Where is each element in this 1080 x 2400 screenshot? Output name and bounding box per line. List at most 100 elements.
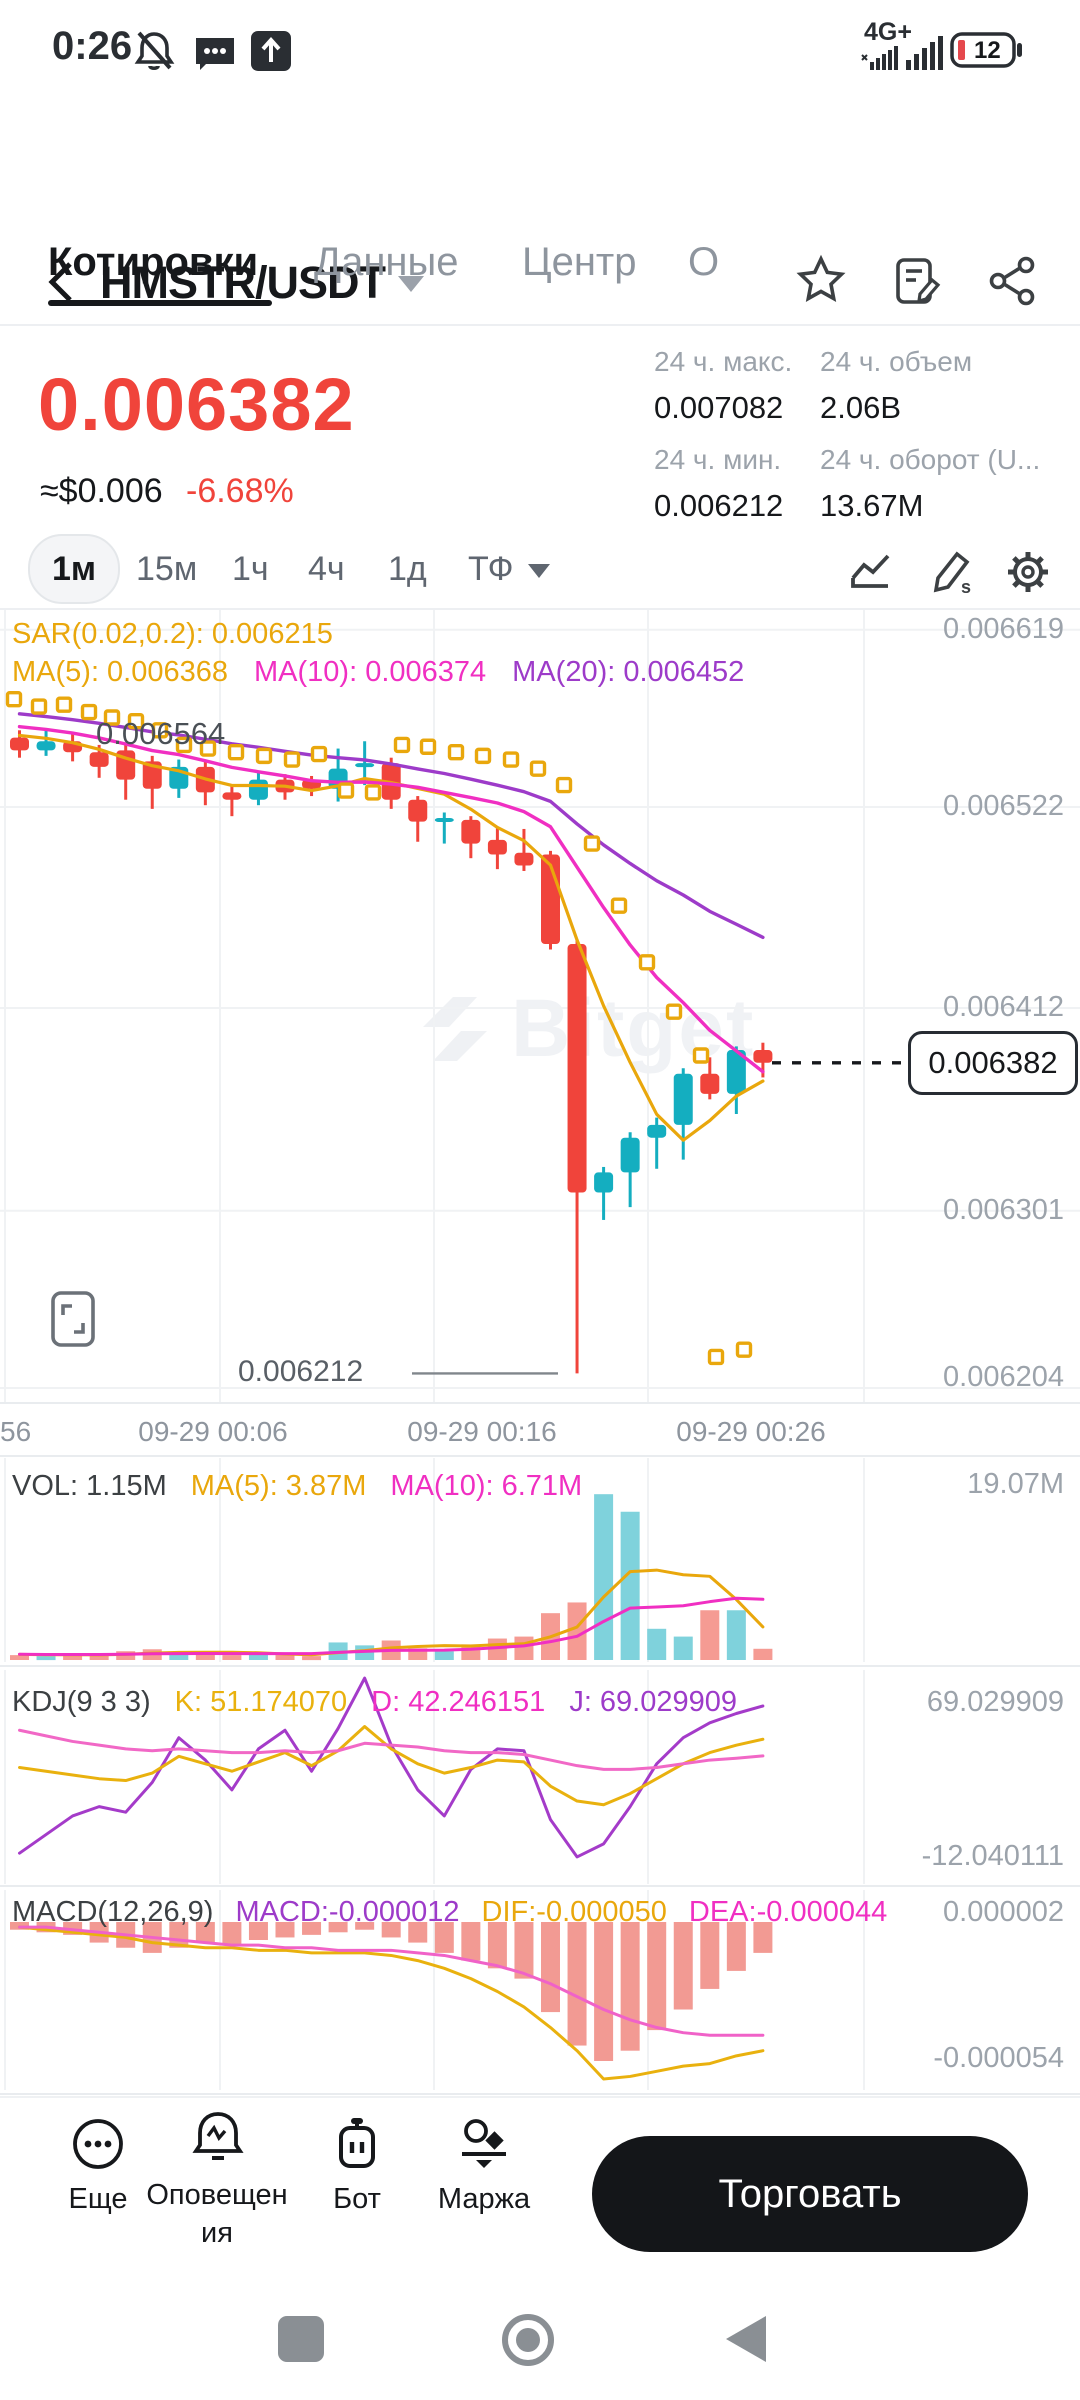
volume-header[interactable]: VOL: 1.15M MA(5): 3.87M MA(10): 6.71M	[12, 1470, 582, 1503]
macd-top-label: 0.000002	[943, 1896, 1064, 1928]
watermark: Bitget	[415, 982, 755, 1076]
fiat-price: ≈$0.006	[40, 472, 163, 510]
kdj-top-label: 69.029909	[926, 1686, 1064, 1718]
bitget-logo-icon	[415, 989, 495, 1069]
y-axis-label: 0.006412	[943, 991, 1064, 1023]
trade-button[interactable]: Торговать	[592, 2136, 1028, 2252]
sar-indicator-label[interactable]: SAR(0.02,0.2): 0.006215	[12, 618, 333, 650]
timeframe-15m[interactable]: 15м	[136, 550, 198, 588]
bottom-trade-bar: Еще Оповещения Бот Маржа Торговать	[0, 2096, 1080, 2288]
timeframe-1h[interactable]: 1ч	[232, 550, 269, 588]
stat-turnover-value: 13.67M	[820, 488, 924, 523]
macd-header[interactable]: MACD(12,26,9) MACD:-0.000012 DIF:-0.0000…	[12, 1896, 887, 1929]
fullscreen-icon[interactable]	[50, 1290, 96, 1348]
y-axis-label: 0.006522	[943, 790, 1064, 822]
bot-icon	[339, 2118, 375, 2168]
y-axis-label: 0.006204	[943, 1361, 1064, 1393]
x-axis-label: 09-29 00:06	[138, 1416, 288, 1447]
x-axis-label: 09-29 00:26	[676, 1416, 826, 1447]
share-icon[interactable]	[988, 256, 1038, 306]
more-button[interactable]: Еще	[58, 2116, 138, 2218]
ma20-label[interactable]: MA(20): 0.006452	[512, 656, 745, 688]
kdj-j-label: J: 69.029909	[569, 1686, 738, 1718]
alert-bell-icon	[192, 2112, 244, 2160]
header: HMSTR/USDT	[0, 118, 1080, 308]
svg-text:s: s	[961, 577, 971, 596]
tab-about[interactable]: О	[688, 240, 720, 284]
signal-icon-sim1	[906, 36, 946, 70]
macd-dea-label: DEA:-0.000044	[688, 1896, 888, 1928]
macd-value-label: MACD:-0.000012	[235, 1896, 460, 1928]
ellipsis-circle-icon	[73, 2119, 123, 2169]
change-percent: -6.68%	[186, 472, 294, 510]
home-button[interactable]	[500, 2312, 556, 2368]
alerts-button[interactable]: Оповещения	[140, 2108, 296, 2252]
bell-muted-icon	[132, 28, 176, 74]
vol-ma10-label: MA(10): 6.71M	[390, 1470, 583, 1502]
battery-icon: 12	[950, 32, 1024, 68]
more-label: Еще	[68, 2183, 128, 2215]
macd-label: MACD(12,26,9)	[12, 1896, 214, 1928]
pair-title[interactable]: HMSTR/USDT	[100, 257, 386, 308]
stat-high-label: 24 ч. макс.	[654, 346, 793, 377]
ma10-label[interactable]: MA(10): 0.006374	[254, 656, 487, 688]
favorite-star-icon[interactable]	[795, 254, 847, 306]
low-price-marker: 0.006212	[238, 1355, 364, 1388]
stat-high-value: 0.007082	[654, 390, 784, 425]
bot-label: Бот	[333, 2183, 381, 2215]
chart-settings-gear-icon[interactable]	[1004, 548, 1052, 596]
stat-low-value: 0.006212	[654, 488, 784, 523]
vol-ma5-label: MA(5): 3.87M	[190, 1470, 367, 1502]
orders-note-icon[interactable]	[892, 256, 942, 306]
kdj-k-label: K: 51.174070	[174, 1686, 348, 1718]
y-axis-label: 0.006301	[943, 1194, 1064, 1226]
tf-dropdown-icon[interactable]	[528, 564, 550, 578]
stat-turnover-label: 24 ч. оборот (U...	[820, 444, 1041, 475]
tab-center[interactable]: Центр	[522, 240, 637, 284]
recents-button[interactable]	[278, 2316, 324, 2362]
stat-low-label: 24 ч. мин.	[654, 444, 782, 475]
margin-icon	[462, 2119, 506, 2168]
alerts-label: Оповещения	[146, 2179, 288, 2249]
macd-bottom-label: -0.000054	[933, 2042, 1064, 2074]
margin-button[interactable]: Маржа	[434, 2116, 534, 2218]
timeframe-more[interactable]: ТФ	[468, 550, 514, 588]
pair-dropdown-icon[interactable]	[398, 276, 424, 292]
svg-text:12: 12	[974, 37, 1001, 64]
toolbar-divider	[0, 608, 1080, 610]
macd-dif-label: DIF:-0.000050	[481, 1896, 667, 1928]
android-nav-bar	[0, 2290, 1080, 2400]
upload-icon	[250, 30, 292, 72]
status-time: 0:26	[52, 24, 133, 68]
kdj-label: KDJ(9 3 3)	[12, 1686, 151, 1718]
chart-type-icon[interactable]	[847, 548, 895, 596]
tab-data[interactable]: Данные	[314, 240, 459, 284]
vol-value-label: VOL: 1.15M	[12, 1470, 167, 1502]
bot-button[interactable]: Бот	[312, 2116, 402, 2218]
message-icon	[192, 34, 238, 72]
timeframe-4h[interactable]: 4ч	[308, 550, 345, 588]
stat-volume-label: 24 ч. объем	[820, 346, 973, 377]
back-nav-button[interactable]	[726, 2316, 766, 2362]
tab-underline	[48, 300, 272, 306]
watermark-text: Bitget	[511, 983, 756, 1074]
last-price-callout[interactable]: 0.006382	[908, 1031, 1078, 1095]
last-price: 0.006382	[38, 363, 355, 446]
kdj-bottom-label: -12.040111	[921, 1840, 1064, 1872]
network-type: 4G+	[864, 18, 912, 46]
status-bar: 0:26 4G+	[0, 0, 1080, 92]
tab-divider	[0, 324, 1080, 326]
tab-quotes[interactable]: Котировки	[48, 240, 259, 284]
x-axis-label: 56	[0, 1416, 32, 1447]
ma5-label[interactable]: MA(5): 0.006368	[12, 656, 229, 688]
ma-indicator-row: MA(5): 0.006368 MA(10): 0.006374 MA(20):…	[12, 656, 744, 689]
draw-icon[interactable]: s	[928, 548, 976, 596]
x-axis-label: 09-29 00:16	[407, 1416, 557, 1447]
kdj-header[interactable]: KDJ(9 3 3) K: 51.174070 D: 42.246151 J: …	[12, 1686, 737, 1719]
timeframe-1d[interactable]: 1д	[388, 550, 427, 588]
stat-volume-value: 2.06B	[820, 390, 902, 425]
timeframe-1m[interactable]: 1м	[28, 534, 120, 604]
back-icon[interactable]	[44, 260, 78, 304]
